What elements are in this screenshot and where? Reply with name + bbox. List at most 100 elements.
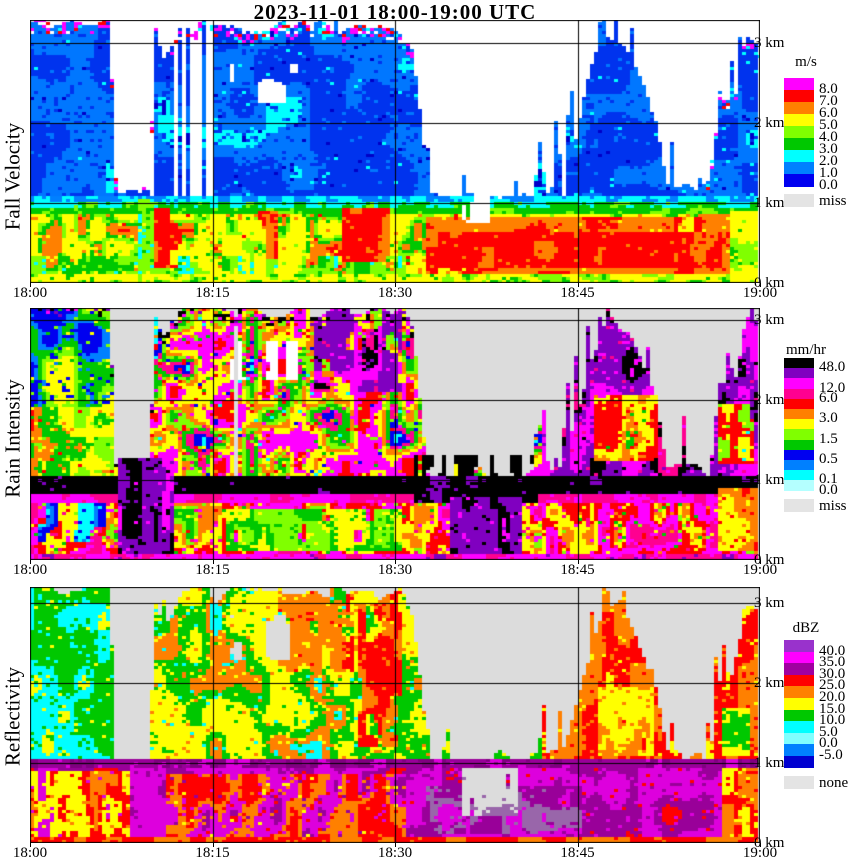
legend-swatch — [784, 640, 814, 653]
legend-label: 48.0 — [819, 359, 846, 376]
panel-label-rain-intensity: Rain Intensity — [0, 379, 25, 498]
x-tick-mark — [395, 560, 396, 564]
legend-label: 10.0 — [819, 712, 846, 729]
x-tick-label: 18:15 — [195, 845, 230, 861]
x-tick-label: 18:00 — [12, 562, 48, 578]
legend-label-missing: miss — [819, 193, 847, 209]
legend-swatch — [784, 449, 814, 461]
legend-swatch — [784, 138, 814, 151]
x-tick-mark — [212, 843, 214, 847]
x-tick-label: 18:45 — [560, 845, 595, 861]
legend-label: 40.0 — [819, 642, 846, 659]
y-tick-label: 1 km — [754, 755, 785, 771]
x-tick-mark — [212, 560, 214, 564]
y-tick-label: 0 km — [754, 275, 785, 291]
legend-label: 0.0 — [819, 735, 838, 752]
legend-label: 12.0 — [819, 379, 846, 396]
legend-swatch-missing — [784, 775, 814, 789]
legend-swatch — [784, 90, 814, 103]
legend-label: 7.0 — [819, 93, 838, 109]
heatmap-rain-intensity — [30, 308, 760, 560]
y-tick-label: 3 km — [754, 595, 785, 611]
panel-label-reflectivity: Reflectivity — [0, 666, 25, 767]
legend-swatch — [784, 429, 814, 441]
x-tick-label: 18:00 — [12, 285, 48, 301]
legend-swatch-missing — [784, 194, 814, 207]
x-tick-label: 18:30 — [377, 845, 413, 861]
legend-swatch — [784, 150, 814, 163]
x-tick-mark — [760, 283, 761, 287]
x-tick-mark — [212, 283, 214, 287]
legend-swatch — [784, 460, 814, 471]
x-tick-label: 19:00 — [742, 845, 778, 861]
legend-swatch — [784, 698, 814, 711]
x-tick-mark — [577, 283, 579, 287]
legend-swatch — [784, 174, 814, 187]
x-tick-label: 18:45 — [560, 285, 595, 301]
legend-label: 0.5 — [819, 451, 838, 467]
x-tick-mark — [760, 843, 761, 847]
legend-swatch — [784, 378, 814, 390]
legend-label: 2.0 — [819, 153, 838, 169]
legend-swatch — [784, 368, 814, 379]
legend-swatch — [784, 709, 814, 722]
legend-swatch — [784, 686, 814, 699]
x-tick-mark — [395, 843, 396, 847]
legend-swatch — [784, 439, 814, 451]
legend-label: 3.0 — [819, 410, 838, 427]
heatmap-reflectivity — [30, 587, 760, 843]
x-tick-mark — [30, 283, 31, 287]
legend-unit-fall_velocity: m/s — [795, 54, 817, 70]
y-tick-label: 0 km — [754, 552, 785, 568]
legend-swatch — [784, 419, 814, 430]
x-tick-mark — [30, 843, 31, 847]
legend-swatch — [784, 470, 814, 481]
x-tick-label: 18:15 — [195, 562, 230, 578]
legend-swatch — [784, 663, 814, 676]
y-tick-label: 1 km — [754, 195, 785, 211]
x-tick-mark — [577, 560, 579, 564]
legend-label-missing: miss — [819, 497, 847, 514]
legend-swatch — [784, 721, 814, 734]
x-tick-label: 18:00 — [12, 845, 48, 861]
legend-label: 0.1 — [819, 471, 838, 488]
y-tick-label: 3 km — [754, 312, 785, 328]
legend-swatch — [784, 674, 814, 687]
legend-swatch — [784, 162, 814, 175]
legend-unit-rain_intensity: mm/hr — [786, 342, 826, 358]
legend-unit-reflectivity: dBZ — [792, 620, 820, 636]
legend-label: 6.0 — [819, 105, 838, 121]
legend-swatch — [784, 756, 814, 769]
legend-swatch — [784, 102, 814, 115]
y-tick-label: 0 km — [754, 835, 785, 851]
legend-label: 8.0 — [819, 81, 838, 97]
y-tick-label: 2 km — [754, 392, 785, 408]
legend-label: 4.0 — [819, 129, 838, 145]
y-tick-label: 1 km — [754, 472, 785, 488]
y-tick-label: 3 km — [754, 35, 785, 51]
x-tick-label: 18:15 — [195, 285, 230, 301]
x-tick-label: 19:00 — [742, 562, 778, 578]
legend-swatch — [784, 480, 814, 492]
legend-label: 35.0 — [819, 654, 846, 671]
legend-swatch — [784, 114, 814, 127]
y-tick-label: 2 km — [754, 675, 785, 691]
legend-swatch — [784, 126, 814, 139]
legend-label: 30.0 — [819, 665, 846, 682]
legend-label: 5.0 — [819, 723, 838, 740]
panel-label-fall-velocity: Fall Velocity — [0, 122, 25, 231]
legend-swatch — [784, 398, 814, 410]
x-tick-label: 18:30 — [377, 562, 413, 578]
heatmap-fall-velocity — [30, 20, 760, 283]
legend-label: 25.0 — [819, 677, 846, 694]
legend-label: 1.5 — [819, 430, 838, 447]
x-tick-mark — [30, 560, 31, 564]
legend-label-missing: none — [819, 774, 849, 791]
legend-swatch — [784, 409, 814, 420]
y-tick-label: 2 km — [754, 115, 785, 131]
legend-label: 1.0 — [819, 165, 838, 181]
legend-swatch — [784, 732, 814, 745]
legend-label: -5.0 — [819, 747, 843, 763]
legend-label: 0.0 — [819, 177, 838, 193]
